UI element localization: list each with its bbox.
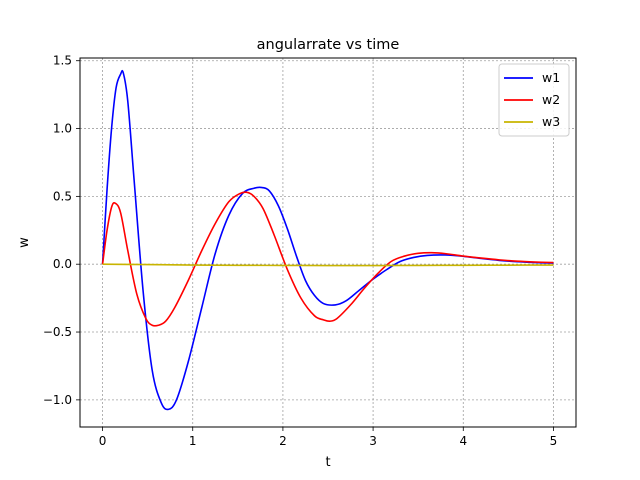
y-tick-label: 1.5 xyxy=(53,54,72,68)
y-tick-label: −1.0 xyxy=(43,393,72,407)
x-tick-label: 4 xyxy=(459,434,467,448)
x-tick-label: 0 xyxy=(99,434,107,448)
legend-box xyxy=(498,63,570,137)
plot-frame xyxy=(79,57,577,428)
x-tick-label: 5 xyxy=(550,434,558,448)
y-axis-label: w xyxy=(17,237,32,248)
legend-label-w3: w3 xyxy=(542,114,560,129)
series-line-w1 xyxy=(101,69,554,411)
legend-label-w1: w1 xyxy=(542,70,560,85)
series-line-w2 xyxy=(101,191,554,327)
y-axis-ticks: −1.0 −0.5 0.0 0.5 1.0 1.5 xyxy=(43,54,80,407)
x-tick-label: 1 xyxy=(189,434,197,448)
x-tick-label: 3 xyxy=(369,434,377,448)
y-tick-label: −0.5 xyxy=(43,325,72,339)
series-line-w3 xyxy=(102,263,554,267)
x-axis-ticks: 0 1 2 3 4 5 xyxy=(99,427,558,448)
y-tick-label: 0.5 xyxy=(53,189,72,203)
chart-title: angularrate vs time xyxy=(257,37,400,53)
x-tick-label: 2 xyxy=(279,434,287,448)
legend: w1 w2 w3 xyxy=(498,63,570,137)
legend-label-w2: w2 xyxy=(542,92,560,107)
y-tick-label: 1.0 xyxy=(53,122,72,136)
grid xyxy=(80,58,576,427)
x-axis-label: t xyxy=(325,455,330,470)
plot-area xyxy=(80,58,576,427)
y-tick-label: 0.0 xyxy=(53,257,72,271)
series-group xyxy=(101,69,554,411)
